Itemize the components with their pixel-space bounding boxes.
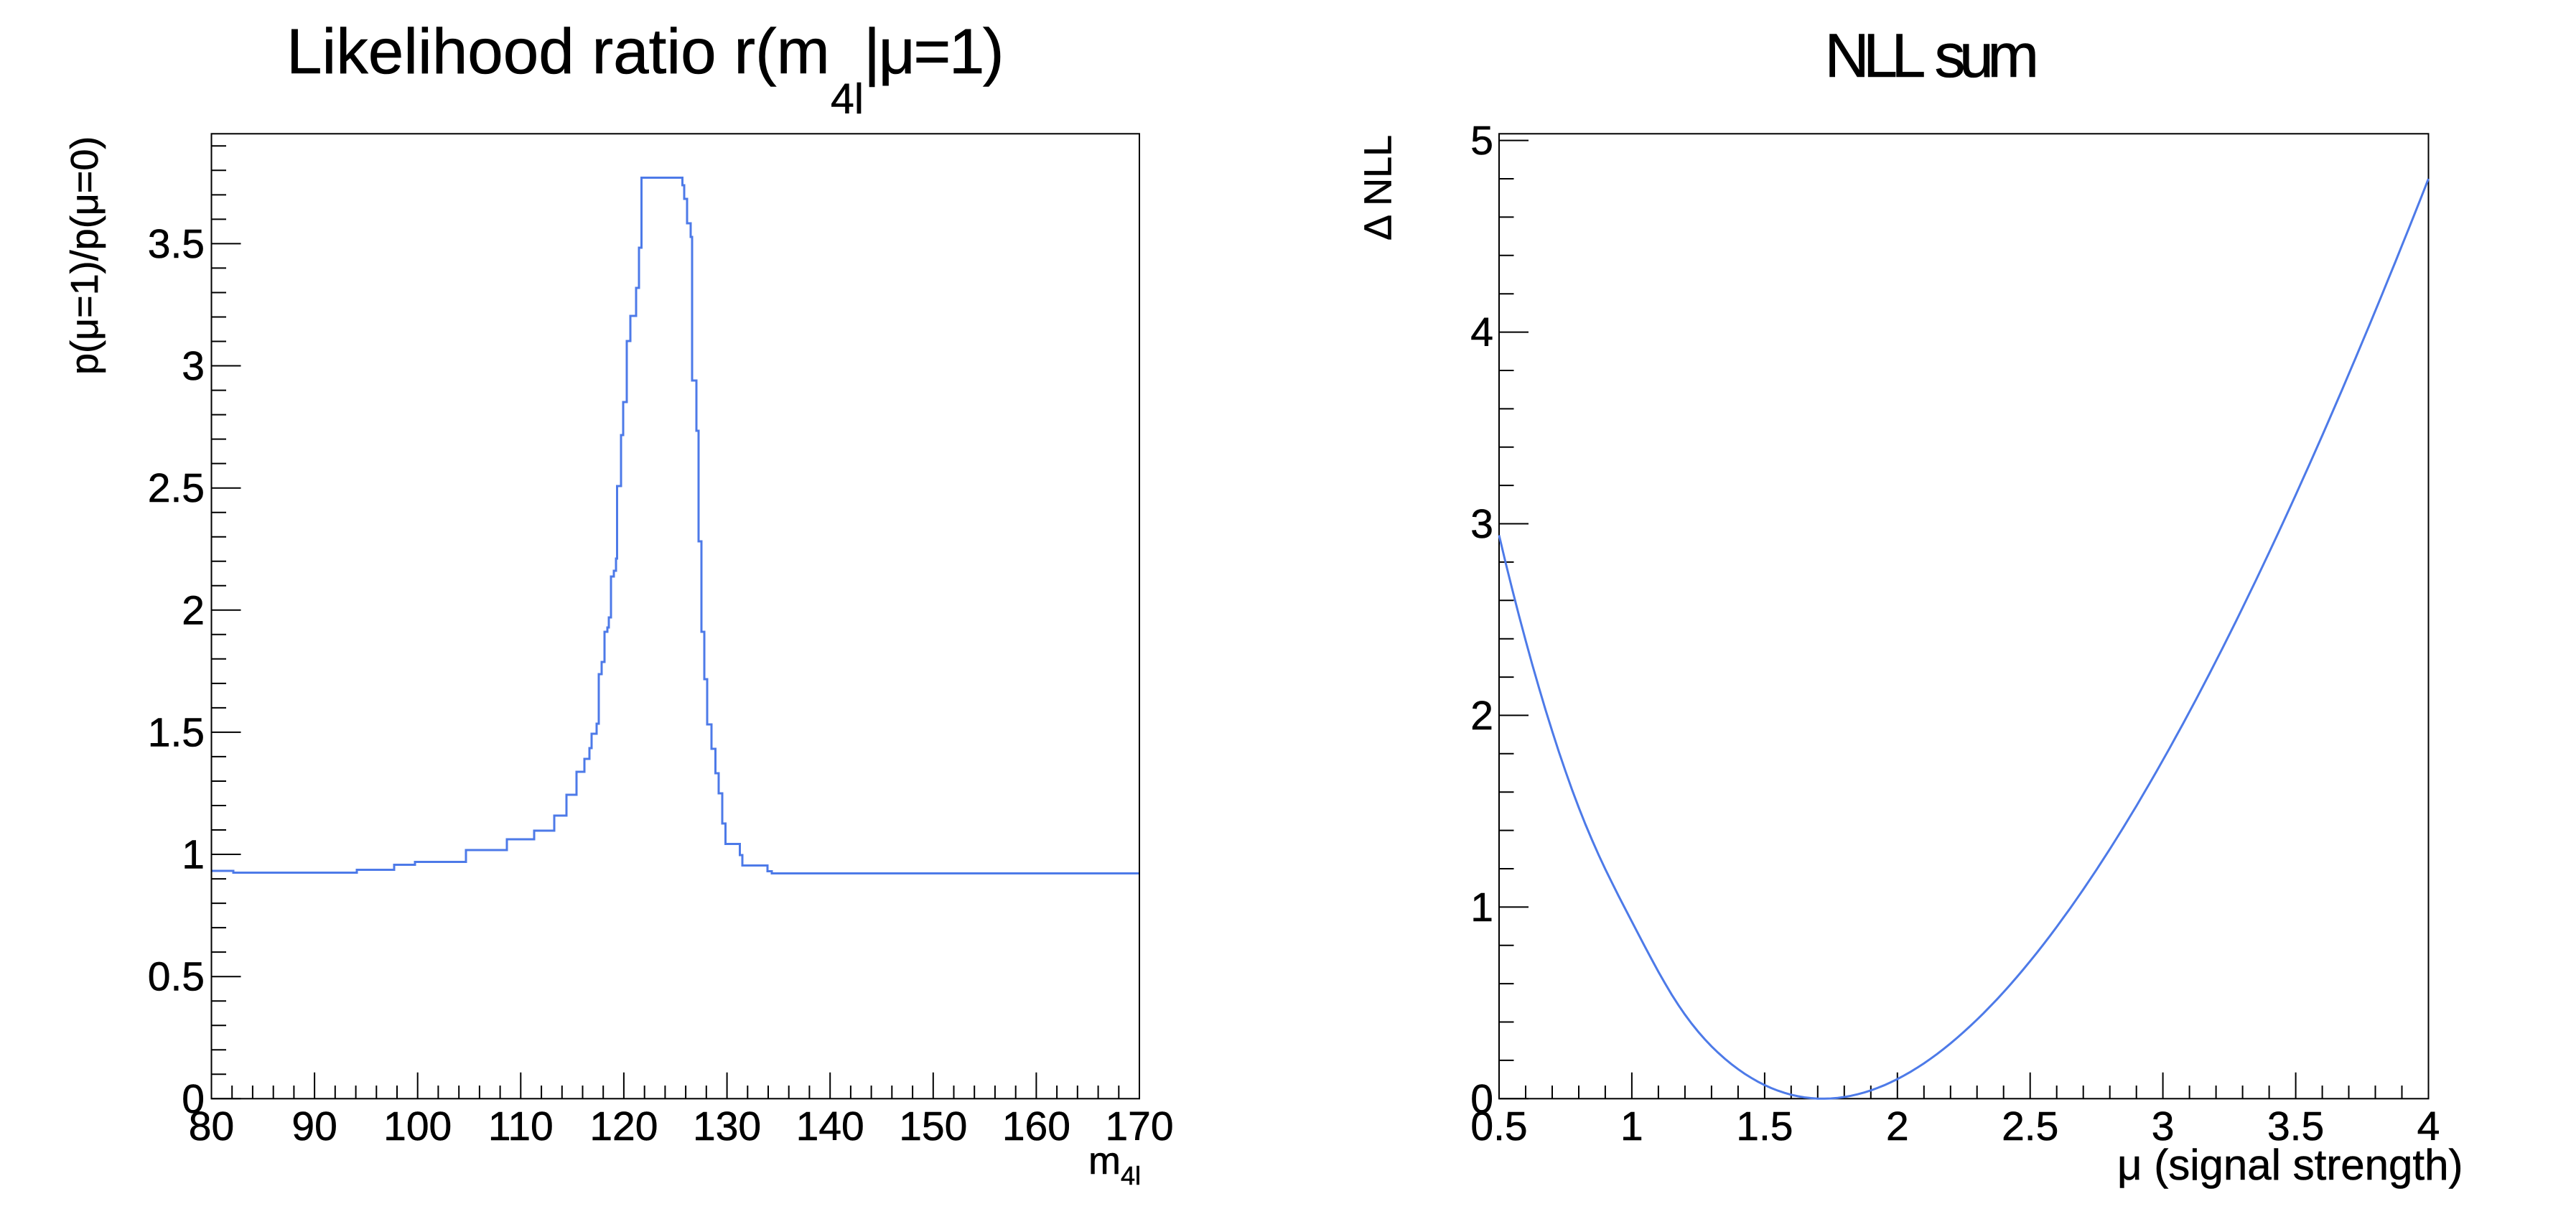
svg-text:0: 0 bbox=[1470, 1076, 1493, 1122]
svg-text:1.5: 1.5 bbox=[1736, 1103, 1793, 1149]
svg-text:0.5: 0.5 bbox=[148, 954, 205, 1000]
svg-text:2.5: 2.5 bbox=[148, 465, 205, 511]
svg-text:4: 4 bbox=[1470, 309, 1493, 355]
svg-text:3: 3 bbox=[1470, 501, 1493, 547]
svg-text:130: 130 bbox=[693, 1103, 761, 1149]
svg-text:160: 160 bbox=[1002, 1103, 1070, 1149]
svg-text:110: 110 bbox=[488, 1103, 554, 1149]
svg-text:1.5: 1.5 bbox=[148, 709, 205, 755]
svg-text:4: 4 bbox=[2417, 1103, 2440, 1149]
svg-text:Likelihood ratio r(m: Likelihood ratio r(m bbox=[286, 15, 830, 87]
svg-text:1: 1 bbox=[1620, 1103, 1643, 1149]
svg-text:1: 1 bbox=[182, 832, 205, 878]
svg-text:3.5: 3.5 bbox=[2267, 1103, 2324, 1149]
svg-text:80: 80 bbox=[189, 1103, 234, 1149]
svg-text:100: 100 bbox=[383, 1103, 452, 1149]
svg-text:3.5: 3.5 bbox=[148, 221, 205, 267]
svg-text:1: 1 bbox=[1470, 885, 1493, 930]
svg-text:3: 3 bbox=[182, 343, 205, 389]
svg-text:0.5: 0.5 bbox=[1470, 1103, 1527, 1149]
svg-text:150: 150 bbox=[899, 1103, 967, 1149]
svg-text:0: 0 bbox=[182, 1076, 205, 1122]
svg-text:5: 5 bbox=[1470, 118, 1493, 164]
svg-text:|μ=1): |μ=1) bbox=[864, 15, 1002, 87]
svg-text:4l: 4l bbox=[831, 75, 864, 123]
svg-text:3: 3 bbox=[2152, 1103, 2175, 1149]
svg-text:2.5: 2.5 bbox=[2002, 1103, 2058, 1149]
svg-text:2: 2 bbox=[182, 587, 205, 633]
svg-text:170: 170 bbox=[1105, 1103, 1173, 1149]
svg-text:2: 2 bbox=[1470, 693, 1493, 739]
svg-text:120: 120 bbox=[589, 1103, 658, 1149]
svg-text:2: 2 bbox=[1886, 1103, 1909, 1149]
svg-text:140: 140 bbox=[796, 1103, 864, 1149]
svg-text:Δ NLL: Δ NLL bbox=[1357, 135, 1400, 241]
svg-text:NLL sum: NLL sum bbox=[1825, 22, 2035, 90]
svg-text:90: 90 bbox=[291, 1103, 337, 1149]
svg-text:μ (signal strength): μ (signal strength) bbox=[2117, 1141, 2463, 1189]
svg-text:p(μ=1)/p(μ=0): p(μ=1)/p(μ=0) bbox=[63, 136, 106, 375]
